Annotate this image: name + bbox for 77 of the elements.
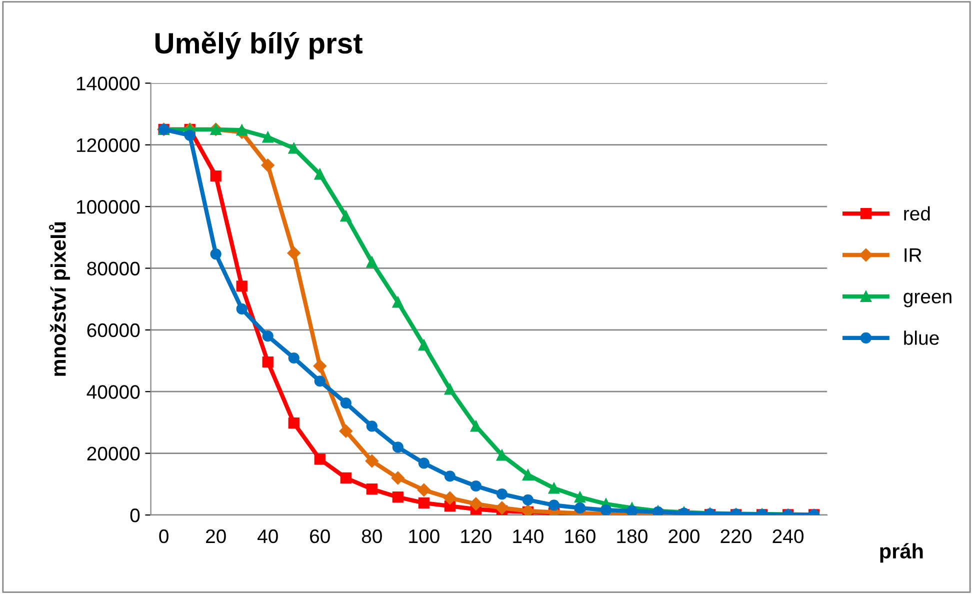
point: [210, 170, 222, 182]
point: [574, 492, 586, 503]
point: [287, 246, 300, 260]
point: [288, 418, 300, 429]
x-tick-label: 100: [409, 529, 440, 544]
point: [340, 472, 352, 484]
x-tick-label: 220: [720, 529, 752, 544]
y-tick-label: 80000: [87, 262, 140, 276]
point: [418, 339, 430, 351]
y-axis-title: množství pixelů: [48, 222, 70, 376]
point: [236, 303, 248, 315]
x-tick-label: 40: [257, 529, 278, 544]
point: [574, 502, 586, 514]
x-tick-label: 140: [513, 529, 544, 544]
x-tick-label: 20: [206, 529, 226, 544]
legend-label: red: [904, 206, 930, 221]
x-tick-label: 60: [310, 529, 330, 544]
point: [417, 483, 430, 497]
point: [548, 500, 560, 511]
point: [313, 359, 326, 373]
point: [392, 296, 404, 308]
point: [470, 480, 482, 492]
x-tick-label: 0: [159, 529, 168, 544]
point: [261, 158, 274, 172]
point: [522, 494, 534, 506]
point: [391, 471, 404, 485]
point: [236, 280, 248, 292]
point: [365, 454, 378, 468]
point: [522, 469, 534, 480]
point: [288, 142, 300, 154]
point: [444, 384, 456, 395]
point: [314, 168, 326, 180]
point: [392, 442, 404, 453]
point: [495, 501, 509, 514]
x-tick-label: 160: [565, 529, 596, 544]
y-tick-label: 140000: [77, 76, 140, 90]
point: [340, 210, 352, 222]
point: [392, 492, 404, 503]
x-tick-label: 240: [772, 529, 804, 544]
legend-label: blue: [904, 330, 939, 345]
point: [314, 376, 326, 387]
point: [548, 482, 560, 494]
point: [366, 420, 378, 432]
point: [366, 256, 378, 268]
point: [340, 397, 352, 409]
x-tick-label: 120: [461, 529, 492, 544]
point: [210, 248, 222, 260]
y-tick-label: 40000: [86, 385, 140, 399]
x-tick-label: 80: [362, 529, 382, 544]
point: [496, 450, 508, 461]
legend-label: IR: [904, 248, 922, 262]
point: [262, 132, 274, 143]
point: [496, 488, 508, 500]
y-tick-label: 60000: [87, 323, 140, 338]
y-tick-label: 100000: [77, 200, 140, 214]
point: [469, 497, 483, 510]
chart-title: Umělý bílý prst: [155, 32, 362, 60]
y-tick-label: 120000: [77, 138, 140, 152]
x-tick-label: 200: [668, 529, 700, 544]
point: [184, 130, 196, 141]
point: [444, 470, 456, 482]
point: [262, 330, 274, 342]
y-tick-label: 20000: [87, 446, 140, 461]
point: [262, 356, 274, 368]
x-axis-title: práh: [880, 543, 923, 563]
x-tick-label: 180: [617, 529, 648, 544]
point: [314, 454, 326, 465]
point: [418, 497, 430, 509]
point: [339, 424, 352, 438]
point: [236, 124, 248, 136]
point: [366, 484, 378, 495]
point: [443, 491, 457, 505]
legend-label: green: [904, 292, 952, 308]
point: [288, 352, 300, 364]
y-tick-label: 0: [130, 508, 140, 522]
point: [470, 420, 482, 432]
point: [418, 458, 430, 469]
